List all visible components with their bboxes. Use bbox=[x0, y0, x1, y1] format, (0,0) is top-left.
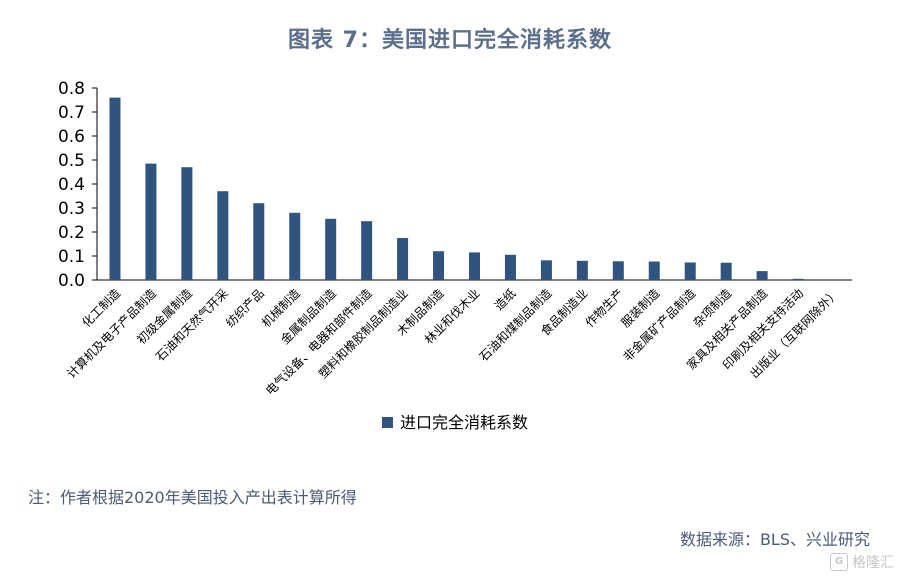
watermark-logo-icon: G bbox=[830, 553, 848, 571]
bar bbox=[684, 262, 696, 280]
bar bbox=[325, 218, 337, 280]
x-tick-label: 作物生产 bbox=[583, 286, 627, 330]
watermark-text: 格隆汇 bbox=[852, 555, 894, 571]
chart-note: 注：作者根据2020年美国投入产出表计算所得 bbox=[28, 488, 357, 507]
chart-title: 图表 7：美国进口完全消耗系数 bbox=[288, 28, 612, 53]
y-tick-label: 0.4 bbox=[58, 175, 85, 195]
x-tick-label: 纺织产品 bbox=[223, 286, 267, 330]
bar bbox=[253, 203, 265, 280]
bar bbox=[504, 254, 516, 280]
bar bbox=[145, 163, 157, 280]
bar bbox=[433, 251, 445, 280]
y-tick-label: 0.1 bbox=[58, 247, 85, 267]
data-source: 数据来源：BLS、兴业研究 bbox=[679, 530, 870, 549]
legend-swatch bbox=[382, 417, 393, 428]
bar bbox=[756, 271, 768, 280]
bar bbox=[612, 261, 624, 280]
bar bbox=[181, 167, 193, 280]
y-tick-label: 0.7 bbox=[58, 103, 85, 123]
y-tick-label: 0.5 bbox=[58, 151, 85, 171]
bar bbox=[217, 191, 229, 280]
y-tick-label: 0.3 bbox=[58, 199, 85, 219]
y-tick-label: 0.2 bbox=[58, 223, 85, 243]
bar bbox=[648, 261, 660, 280]
y-tick-label: 0.0 bbox=[58, 271, 85, 291]
bar bbox=[792, 278, 804, 280]
legend-label: 进口完全消耗系数 bbox=[400, 413, 528, 432]
y-tick-label: 0.6 bbox=[58, 127, 85, 147]
bar bbox=[361, 221, 373, 280]
bar-chart: 0.00.10.20.30.40.50.60.70.8化工制造计算机及电子产品制… bbox=[58, 79, 852, 432]
watermark: G 格隆汇 bbox=[830, 552, 894, 572]
bar bbox=[720, 262, 732, 280]
y-tick-label: 0.8 bbox=[58, 79, 85, 99]
x-tick-label: 造纸 bbox=[492, 286, 519, 313]
bar bbox=[469, 252, 480, 280]
bar bbox=[397, 238, 409, 280]
bar bbox=[576, 260, 588, 280]
bar bbox=[109, 97, 121, 280]
bar bbox=[540, 260, 552, 280]
bar bbox=[289, 212, 301, 280]
